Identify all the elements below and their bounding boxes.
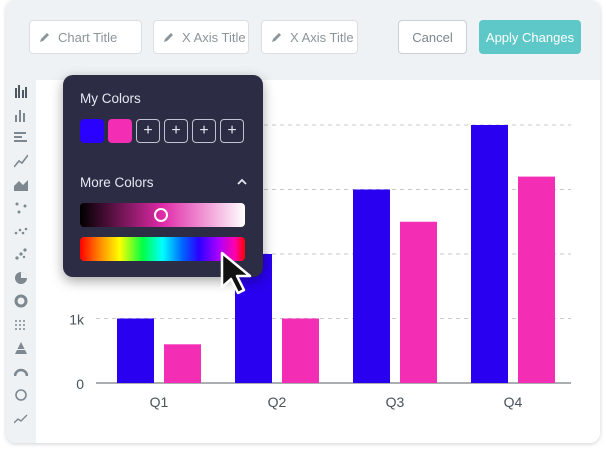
more-colors-label: More Colors bbox=[80, 175, 154, 190]
bar bbox=[164, 344, 201, 383]
dot-matrix-icon[interactable] bbox=[14, 318, 28, 332]
sparkline-icon[interactable] bbox=[14, 411, 28, 425]
x-tick-label: Q1 bbox=[150, 394, 169, 410]
scatter-icon[interactable] bbox=[14, 201, 28, 215]
bar bbox=[518, 176, 555, 383]
grouped-bar-icon[interactable] bbox=[14, 84, 28, 98]
pencil-icon bbox=[164, 33, 173, 42]
bar bbox=[117, 318, 154, 383]
line-icon[interactable] bbox=[14, 154, 28, 168]
pyramid-icon[interactable] bbox=[14, 341, 28, 355]
apply-changes-button[interactable]: Apply Changes bbox=[479, 20, 581, 54]
pie-icon[interactable] bbox=[14, 271, 28, 285]
column-icon[interactable] bbox=[14, 108, 28, 122]
area-icon[interactable] bbox=[14, 177, 28, 191]
bar bbox=[282, 318, 319, 383]
x-tick-label: Q3 bbox=[386, 394, 405, 410]
add-color-button[interactable]: + bbox=[164, 119, 188, 143]
x-tick-label: Q4 bbox=[504, 394, 523, 410]
cancel-button[interactable]: Cancel bbox=[398, 20, 467, 54]
add-color-button[interactable]: + bbox=[220, 119, 244, 143]
shade-slider-handle[interactable] bbox=[154, 208, 168, 222]
gauge-icon[interactable] bbox=[14, 365, 28, 379]
chart-title-placeholder: Chart Title bbox=[58, 29, 118, 45]
pencil-icon bbox=[40, 33, 49, 42]
x-tick-label: Q2 bbox=[268, 394, 287, 410]
circle-icon[interactable] bbox=[14, 388, 28, 402]
plus-icon: + bbox=[199, 122, 209, 139]
add-color-button[interactable]: + bbox=[192, 119, 216, 143]
bar bbox=[471, 125, 508, 383]
mouse-cursor-icon bbox=[220, 251, 252, 295]
x-axis-title-input-2[interactable]: X Axis Title bbox=[261, 20, 358, 54]
chart-title-input[interactable]: Chart Title bbox=[29, 20, 142, 54]
y-tick-label: 1k bbox=[69, 312, 85, 328]
plus-icon: + bbox=[171, 122, 181, 139]
color-picker-popup: My Colors + + + + More Colors bbox=[63, 75, 263, 277]
dot-scatter-icon[interactable] bbox=[14, 224, 28, 238]
chart-editor-window: Chart Title X Axis Title X Axis Title Ca… bbox=[6, 0, 600, 443]
bar bbox=[353, 189, 390, 383]
chevron-up-icon[interactable] bbox=[237, 177, 247, 187]
x-axis-title-placeholder: X Axis Title bbox=[182, 29, 246, 45]
swatch-pink[interactable] bbox=[108, 119, 132, 143]
plus-icon: + bbox=[143, 122, 153, 139]
chart-type-sidebar bbox=[6, 80, 36, 443]
my-colors-label: My Colors bbox=[80, 91, 141, 106]
add-color-button[interactable]: + bbox=[136, 119, 160, 143]
hue-slider[interactable] bbox=[80, 237, 245, 261]
pencil-icon bbox=[272, 33, 281, 42]
y-tick-label: 0 bbox=[76, 376, 84, 392]
x-axis-title-placeholder-2: X Axis Title bbox=[290, 29, 354, 45]
bar-chart: 0 1k Q1 Q2 Q3 Q4 bbox=[69, 124, 571, 410]
swatch-blue[interactable] bbox=[80, 119, 104, 143]
bar bbox=[400, 221, 437, 383]
horizontal-bar-icon[interactable] bbox=[14, 131, 28, 145]
plus-icon: + bbox=[227, 122, 237, 139]
x-axis-title-input[interactable]: X Axis Title bbox=[153, 20, 249, 54]
editor-toolbar: Chart Title X Axis Title X Axis Title Ca… bbox=[6, 0, 600, 80]
bubble-icon[interactable] bbox=[14, 247, 28, 261]
donut-icon[interactable] bbox=[14, 294, 28, 308]
